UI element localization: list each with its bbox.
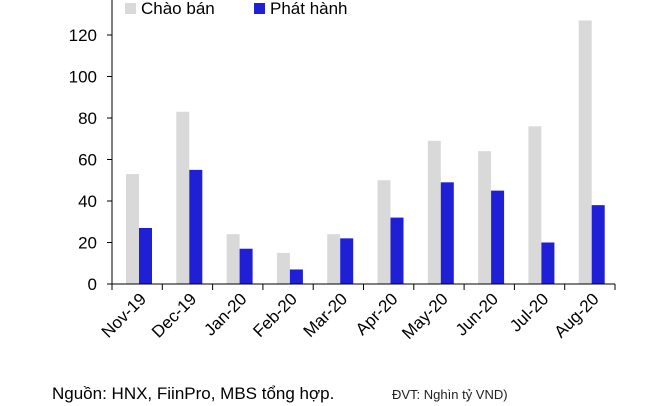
legend-swatch-0 xyxy=(125,3,136,14)
bar-chao-ban-Mar-20 xyxy=(327,234,341,284)
source-note: Nguồn: HNX, FiinPro, MBS tổng hợp. xyxy=(52,384,335,403)
bar-phat-hanh-Jan-20 xyxy=(239,248,253,284)
bar-phat-hanh-Apr-20 xyxy=(390,217,404,284)
x-tick-label: Mar-20 xyxy=(300,289,352,341)
bar-chao-ban-Jul-20 xyxy=(528,126,542,284)
bar-phat-hanh-Feb-20 xyxy=(289,269,303,284)
x-tick-label: Nov-19 xyxy=(98,289,150,341)
legend-label-0: Chào bán xyxy=(141,0,215,18)
bar-chao-ban-Jun-20 xyxy=(478,151,492,284)
x-tick-label: Jul-20 xyxy=(506,289,552,335)
bar-phat-hanh-Aug-20 xyxy=(591,205,605,284)
bar-chao-ban-Jan-20 xyxy=(226,234,240,284)
y-tick-label: 0 xyxy=(88,275,97,294)
y-tick-label: 40 xyxy=(78,192,97,211)
y-tick-label: 100 xyxy=(69,68,97,87)
y-tick-label: 80 xyxy=(78,109,97,128)
bar-chart: Chào bán Phát hành 0 20 40 60 80 100 120 Nov-19… xyxy=(69,0,616,343)
x-tick-label: Dec-19 xyxy=(148,289,200,341)
x-tick-label: Feb-20 xyxy=(249,289,301,341)
legend-label-1: Phát hành xyxy=(270,0,348,18)
bars xyxy=(126,20,605,285)
bar-phat-hanh-Jul-20 xyxy=(541,242,555,284)
bar-chao-ban-May-20 xyxy=(427,140,441,284)
x-tick-label: Jan-20 xyxy=(200,289,250,339)
bar-chao-ban-Nov-19 xyxy=(126,174,139,284)
bar-phat-hanh-Mar-20 xyxy=(340,238,354,284)
unit-note: ĐVT: Nghìn tỷ VND) xyxy=(392,387,508,402)
bar-chao-ban-Aug-20 xyxy=(578,20,592,284)
x-tick-label: Aug-20 xyxy=(550,289,602,341)
x-tick-label: Jun-20 xyxy=(452,289,502,339)
y-tick-label: 20 xyxy=(78,234,97,253)
legend-swatch-1 xyxy=(254,3,265,14)
y-axis: 0 20 40 60 80 100 120 xyxy=(69,0,113,294)
bar-phat-hanh-May-20 xyxy=(440,182,454,284)
y-tick-label: 120 xyxy=(69,26,97,45)
x-tick-label: Apr-20 xyxy=(352,289,402,339)
bar-phat-hanh-Dec-19 xyxy=(189,169,203,284)
bar-chao-ban-Dec-19 xyxy=(176,111,190,285)
bar-phat-hanh-Nov-19 xyxy=(139,227,152,284)
y-tick-label: 60 xyxy=(78,151,97,170)
legend: Chào bán Phát hành xyxy=(125,0,348,18)
bar-chao-ban-Apr-20 xyxy=(377,180,391,284)
bar-phat-hanh-Jun-20 xyxy=(491,190,505,284)
bar-chao-ban-Feb-20 xyxy=(276,252,290,284)
x-tick-label: May-20 xyxy=(398,289,452,343)
